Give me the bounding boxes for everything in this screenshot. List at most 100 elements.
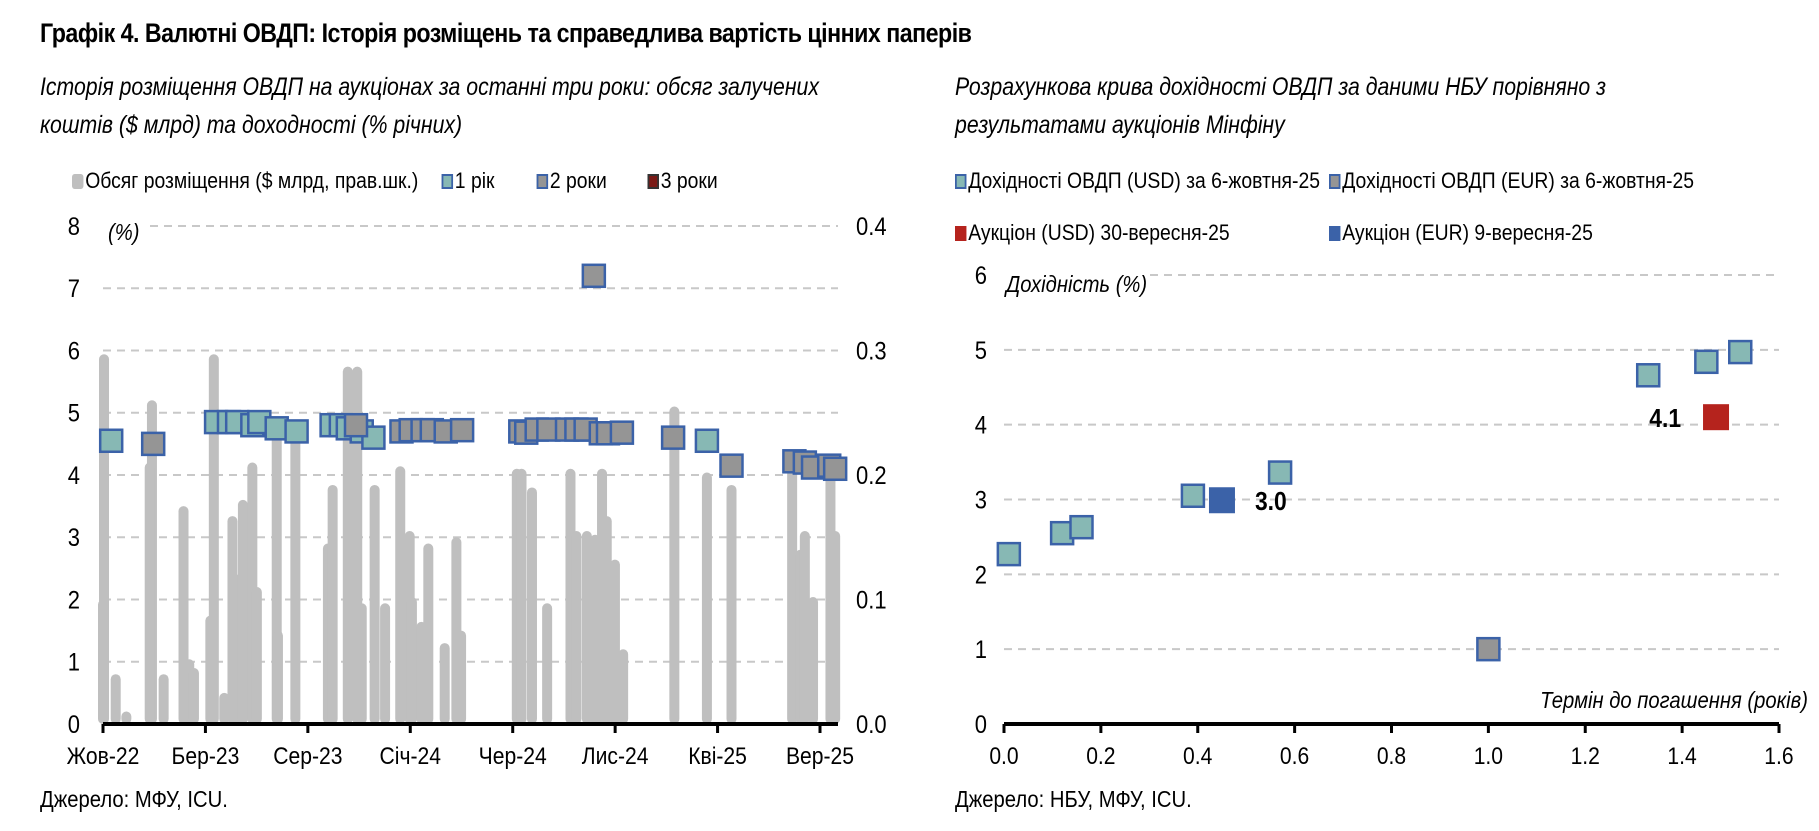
yield-marker-2y bbox=[822, 456, 848, 482]
volume-bar bbox=[219, 692, 230, 724]
volume-bar bbox=[110, 674, 121, 724]
x-tick-label: 1.2 bbox=[1571, 743, 1600, 770]
volume-bar bbox=[380, 603, 391, 724]
volume-bar bbox=[808, 597, 819, 724]
volume-bar bbox=[799, 531, 810, 724]
x-tick-label: Вер-25 bbox=[786, 743, 854, 770]
usd-curve-point bbox=[1069, 514, 1094, 540]
volume-bar bbox=[98, 599, 108, 724]
data-label: 3.0 bbox=[1255, 488, 1287, 517]
y-tick-label-left: 7 bbox=[68, 275, 80, 303]
volume-bar bbox=[237, 499, 248, 724]
legend-label: Аукціон (USD) 30-вересня-25 bbox=[968, 220, 1230, 245]
y-tick-label: 3 bbox=[975, 486, 987, 514]
x-tick-label: Жов-22 bbox=[67, 743, 140, 770]
usd-curve-point bbox=[996, 541, 1022, 567]
legend-label: 1 рік bbox=[454, 168, 495, 193]
legend-label: Дохідності ОВДП (USD) за 6-жовтня-25 bbox=[968, 168, 1320, 193]
volume-bar bbox=[439, 643, 450, 724]
legend-label: Аукціон (EUR) 9-вересня-25 bbox=[1342, 220, 1593, 245]
y-axis-unit-label: (%) bbox=[108, 219, 139, 246]
volume-bar bbox=[456, 630, 467, 724]
yield-marker-2y bbox=[140, 431, 166, 457]
yield-marker-2y bbox=[660, 425, 686, 450]
x-tick-label: Січ-24 bbox=[380, 743, 441, 770]
legend-label: 2 роки bbox=[549, 168, 607, 193]
x-tick-label: 0.2 bbox=[1086, 743, 1115, 770]
y-tick-label: 6 bbox=[975, 262, 987, 290]
chart-title: Графік 4. Валютні ОВДП: Історія розміщен… bbox=[40, 18, 972, 48]
y-axis-title: Дохідність (%) bbox=[1004, 271, 1147, 298]
right-legend: Дохідності ОВДП (USD) за 6-жовтня-25 Дох… bbox=[955, 168, 1747, 248]
yield-marker-2y bbox=[343, 412, 369, 438]
y-tick-label-left: 4 bbox=[68, 462, 80, 490]
left-chart-subtitle: Історія розміщення ОВДП на аукціонах за … bbox=[40, 68, 819, 144]
y-tick-label-right: 0.3 bbox=[856, 337, 887, 365]
y-tick-label: 2 bbox=[975, 561, 987, 589]
y-tick-label-left: 2 bbox=[68, 586, 80, 614]
volume-bar bbox=[609, 559, 620, 724]
volume-bar bbox=[251, 587, 262, 724]
legend-item-volume: Обсяг розміщення ($ млрд, прав.шк.) bbox=[72, 168, 418, 194]
eur-curve-point bbox=[1476, 636, 1501, 662]
volume-bar bbox=[356, 603, 367, 724]
y-tick-label-right: 0.0 bbox=[856, 711, 887, 739]
yield-marker-1y bbox=[284, 419, 309, 444]
yield-marker-2y bbox=[449, 417, 475, 443]
legend-item-3y: 3 роки bbox=[647, 168, 718, 194]
y-tick-label: 4 bbox=[975, 411, 987, 439]
x-tick-label: 0.6 bbox=[1280, 743, 1309, 770]
volume-bar bbox=[542, 603, 553, 724]
x-tick-label: 0.8 bbox=[1377, 743, 1406, 770]
legend-item-auction-eur: Аукціон (EUR) 9-вересня-25 bbox=[1329, 220, 1593, 246]
legend-swatch-eur bbox=[1329, 173, 1341, 189]
legend-swatch-bar bbox=[72, 173, 84, 189]
usd-curve-point bbox=[1635, 363, 1661, 388]
volume-bar bbox=[272, 630, 283, 724]
volume-bar bbox=[423, 543, 434, 724]
left-subtitle-line1: Історія розміщення ОВДП на аукціонах за … bbox=[40, 73, 819, 101]
y-tick-label-right: 0.2 bbox=[856, 462, 887, 490]
volume-bar bbox=[516, 468, 527, 724]
volume-bar bbox=[144, 462, 155, 724]
legend-label: Дохідності ОВДП (EUR) за 6-жовтня-25 bbox=[1342, 168, 1694, 193]
legend-swatch-auction-usd bbox=[955, 225, 967, 241]
x-tick-label: 1.0 bbox=[1474, 743, 1503, 770]
yield-marker-2y bbox=[719, 453, 744, 478]
legend-swatch-3y bbox=[647, 173, 659, 189]
left-subtitle-line2: коштів ($ млрд) та доходності (% річних) bbox=[40, 111, 463, 139]
x-tick-label: 1.4 bbox=[1667, 743, 1696, 770]
legend-label: Обсяг розміщення ($ млрд, прав.шк.) bbox=[85, 168, 419, 193]
volume-bar bbox=[342, 366, 353, 724]
y-tick-label-right: 0.1 bbox=[856, 586, 887, 614]
right-subtitle-line2: результатами аукціонів Мінфіну bbox=[955, 111, 1285, 139]
legend-item-auction-usd: Аукціон (USD) 30-вересня-25 bbox=[955, 220, 1230, 246]
left-source-note: Джерело: МФУ, ICU. bbox=[40, 786, 228, 812]
volume-bar bbox=[830, 531, 841, 724]
volume-bar bbox=[290, 431, 301, 724]
y-tick-label-left: 5 bbox=[68, 399, 80, 427]
legend-label: 3 роки bbox=[660, 168, 718, 193]
usd-curve-point bbox=[1180, 483, 1206, 509]
y-tick-label-left: 1 bbox=[68, 648, 80, 676]
y-tick-label-right: 0.4 bbox=[856, 213, 887, 241]
y-tick-label-left: 3 bbox=[68, 524, 80, 552]
volume-bar bbox=[158, 674, 169, 724]
volume-bar bbox=[369, 484, 380, 724]
x-tick-label: 0.0 bbox=[989, 743, 1018, 770]
volume-bar bbox=[787, 462, 798, 724]
x-tick-label: Кві-25 bbox=[688, 743, 747, 770]
volume-bar bbox=[601, 516, 612, 724]
right-source-note: Джерело: НБУ, МФУ, ICU. bbox=[955, 786, 1192, 812]
volume-bar bbox=[669, 406, 680, 724]
legend-item-1y: 1 рік bbox=[441, 168, 495, 194]
volume-bar bbox=[188, 667, 199, 724]
legend-swatch-usd bbox=[955, 173, 967, 189]
x-tick-label: Бер-23 bbox=[172, 743, 240, 770]
volume-bar bbox=[571, 531, 582, 724]
legend-item-2y: 2 роки bbox=[536, 168, 607, 194]
volume-bar bbox=[208, 354, 219, 724]
right-chart: 0 1 2 3 4 5 6 Дохідність (%) Термін до погашення… bbox=[975, 262, 1808, 770]
volume-bar bbox=[395, 466, 406, 724]
